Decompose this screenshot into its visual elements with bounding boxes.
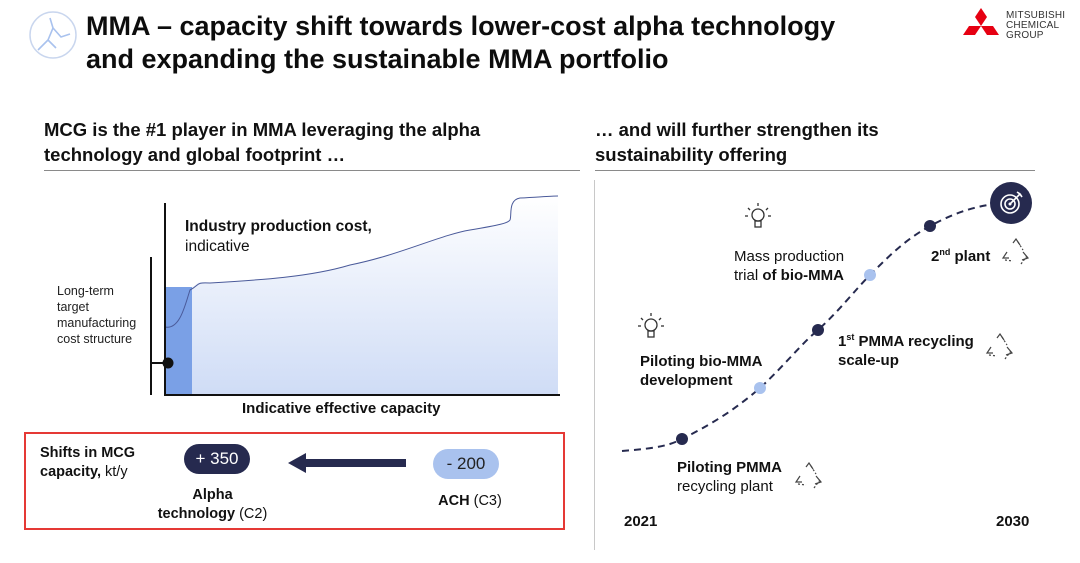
y-label-line-4: cost structure [57,332,133,346]
milestone-5-rest: plant [950,248,991,265]
logo-line-3: GROUP [1006,30,1044,41]
alpha-label: Alpha technology (C2) [140,486,285,524]
mcg-alpha-bar [165,287,192,395]
mitsubishi-logo-icon [960,8,1002,44]
column-separator [594,180,595,550]
ach-label-bold: ACH [438,493,470,509]
lightbulb-icon [743,200,773,232]
left-subhead: MCG is the #1 player in MMA leveraging t… [44,117,480,167]
right-subhead-line-1: … and will further strengthen its [595,119,879,140]
cost-curve-area [192,196,558,395]
milestone-dot-4 [864,269,876,281]
timeline-curve [600,180,1050,480]
milestone-5-sup: nd [939,247,951,257]
ach-label: ACH (C3) [420,493,520,509]
milestone-1-subtitle: recycling plant [677,478,773,495]
milestone-3-ordinal: 1 [838,333,847,350]
logo-line-2: CHEMICAL [1006,20,1060,31]
lightbulb-icon [636,310,666,342]
y-label-line-2: target [57,300,89,314]
alpha-capacity-pill: + 350 [184,444,250,474]
milestone-pmma-pilot: Piloting PMMA recycling plant [677,458,782,496]
title-line-2: and expanding the sustainable MMA portfo… [86,44,669,74]
right-subhead: … and will further strengthen its sustai… [595,117,879,167]
y-label-line-3: manufacturing [57,316,137,330]
milestone-dot-1 [676,433,688,445]
chart-title-regular: indicative [185,238,250,255]
start-year: 2021 [624,513,658,530]
milestone-2-line-2: development [640,372,733,389]
milestone-second-plant: 2nd plant [931,243,990,266]
milestone-1-title: Piloting PMMA [677,459,782,476]
milestone-dot-3 [812,324,824,336]
milestone-dot-2 [754,382,766,394]
recycle-icon [985,332,1015,361]
milestone-pmma-scale-up: 1st PMMA recycling scale-up [838,328,974,370]
right-divider [595,170,1035,171]
milestone-3-line-2: scale-up [838,352,899,369]
cost-curve-line [164,195,559,328]
left-divider [44,170,580,171]
page-title: MMA – capacity shift towards lower-cost … [86,10,835,76]
shift-arrow [288,453,408,473]
chart-title: Industry production cost, indicative [185,217,372,257]
target-icon [989,181,1033,225]
milestone-4-regular: trial [734,267,763,284]
milestone-4-line-1: Mass production [734,248,845,265]
capacity-shift-box [24,432,565,530]
end-year: 2030 [996,513,1030,530]
left-subhead-line-1: MCG is the #1 player in MMA leveraging t… [44,119,481,140]
y-label-line-1: Long-term [57,284,114,298]
alpha-label-suffix: (C2) [235,506,268,522]
shift-label-unit: kt/y [101,464,128,480]
ach-capacity-pill: - 200 [433,449,499,479]
x-axis-label: Indicative effective capacity [242,400,441,417]
cost-curve-chart [140,195,565,400]
alpha-label-line-1: Alpha [192,487,233,503]
logo-text: MITSUBISHI CHEMICAL GROUP [1006,11,1065,41]
left-subhead-line-2: technology and global footprint … [44,144,346,165]
ach-label-suffix: (C3) [469,493,502,509]
milestone-2-line-1: Piloting bio-MMA [640,353,763,370]
chart-title-bold: Industry production cost, [185,218,372,235]
alpha-label-line-2: technology [157,506,236,522]
shift-label-capacity: capacity, [40,464,101,480]
milestone-4-bold: of bio-MMA [762,267,844,284]
molecule-icon [28,10,78,60]
recycle-icon [794,461,824,490]
recycle-icon [1001,237,1031,266]
shift-label-line-1: Shifts in MCG [40,445,136,461]
milestone-dot-5 [924,220,936,232]
logo-line-1: MITSUBISHI [1006,10,1066,21]
right-subhead-line-2: sustainability offering [595,144,788,165]
shift-label: Shifts in MCG capacity, kt/y [40,444,135,482]
y-axis-label: Long-term target manufacturing cost stru… [57,283,136,347]
milestone-5-ordinal: 2 [931,248,940,265]
milestone-bio-mma-trial: Mass production trial of bio-MMA [734,247,844,285]
milestone-bio-mma-pilot: Piloting bio-MMA development [640,352,762,390]
milestone-3-sup: st [846,332,855,342]
title-line-1: MMA – capacity shift towards lower-cost … [86,11,836,41]
target-marker [162,357,174,369]
milestone-3-rest: PMMA recycling [854,333,974,350]
